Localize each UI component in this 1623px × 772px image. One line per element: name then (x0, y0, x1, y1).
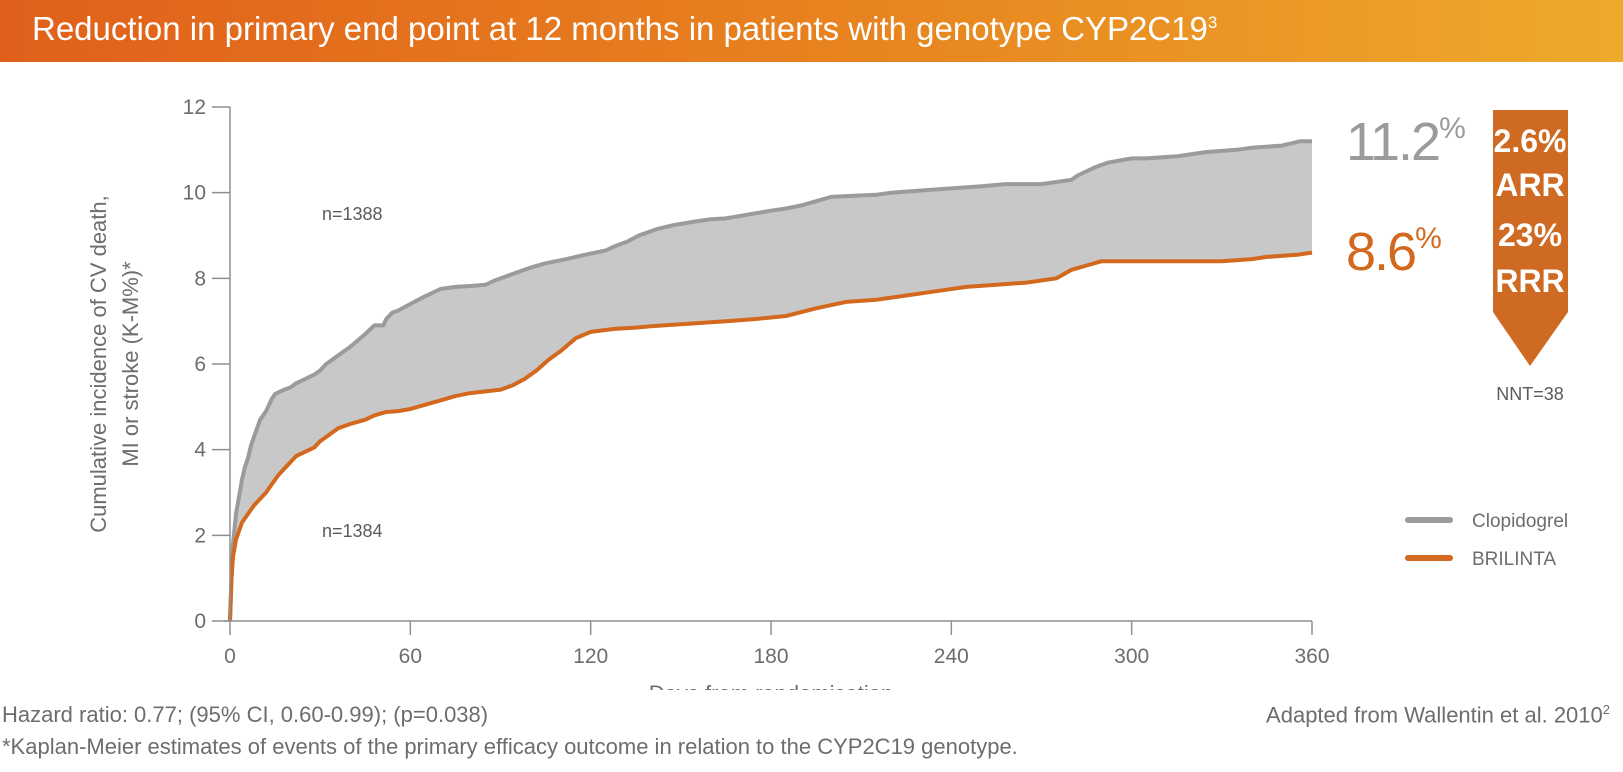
x-axis-title: Days from randomisation (649, 681, 894, 690)
y-tick-label: 2 (194, 524, 206, 547)
y-tick-label: 12 (183, 96, 206, 119)
outcome-box: 2.6% ARR 23% RRR NNT=38 (1493, 110, 1568, 404)
x-tick-label: 0 (224, 645, 236, 668)
x-tick-label: 360 (1294, 645, 1329, 668)
y-axis-title: Cumulative incidence of CV death, MI or s… (86, 195, 143, 533)
legend-label-brilinta: BRILINTA (1472, 549, 1556, 570)
n-label-clopidogrel: n=1388 (322, 204, 383, 224)
y-axis-title-line: Cumulative incidence of CV death, (86, 195, 111, 533)
y-axis-title-line: MI or stroke (K-M%)* (118, 261, 143, 467)
footnote: *Kaplan-Meier estimates of events of the… (2, 734, 1018, 759)
title-banner: Reduction in primary end point at 12 mon… (0, 0, 1623, 62)
series-line-brilinta (228, 250, 1313, 622)
legend-label-clopidogrel: Clopidogrel (1472, 511, 1568, 532)
x-tick-label: 300 (1114, 645, 1149, 668)
y-tick-label: 6 (194, 353, 206, 376)
outcome-arrow (1493, 110, 1568, 366)
hazard-ratio-note: Hazard ratio: 0.77; (95% CI, 0.60-0.99);… (2, 702, 489, 727)
arr-value: 2.6% (1494, 123, 1567, 159)
y-tick-label: 4 (194, 439, 206, 462)
n-label-brilinta: n=1384 (322, 521, 383, 541)
arr-label: ARR (1495, 167, 1564, 203)
x-tick-label: 180 (753, 645, 788, 668)
end-value-brilinta: 8.6% (1346, 222, 1441, 282)
series-line-clopidogrel (228, 139, 1312, 622)
chart-title: Reduction in primary end point at 12 mon… (32, 10, 1218, 47)
end-value-clopidogrel-suffix: % (1439, 112, 1465, 145)
x-tick-label: 240 (934, 645, 969, 668)
series-lines (228, 139, 1313, 622)
y-tick-label: 10 (183, 182, 206, 205)
y-tick-label: 0 (194, 610, 206, 633)
x-tick-label: 60 (399, 645, 422, 668)
difference-fill (230, 141, 1312, 622)
end-value-brilinta-suffix: % (1415, 222, 1441, 255)
legend: Clopidogrel BRILINTA (1405, 511, 1568, 570)
x-tick-label: 120 (573, 645, 608, 668)
rrr-label: RRR (1495, 263, 1564, 299)
difference-area (230, 141, 1312, 622)
source-reference: 2 (1602, 702, 1610, 717)
title-reference: 3 (1207, 13, 1218, 32)
nnt-label: NNT=38 (1496, 384, 1564, 404)
end-value-clopidogrel: 11.2% (1346, 112, 1465, 172)
rrr-value: 23% (1498, 217, 1562, 253)
source-citation: Adapted from Wallentin et al. 20102 (1266, 702, 1610, 728)
y-tick-label: 8 (194, 267, 206, 290)
